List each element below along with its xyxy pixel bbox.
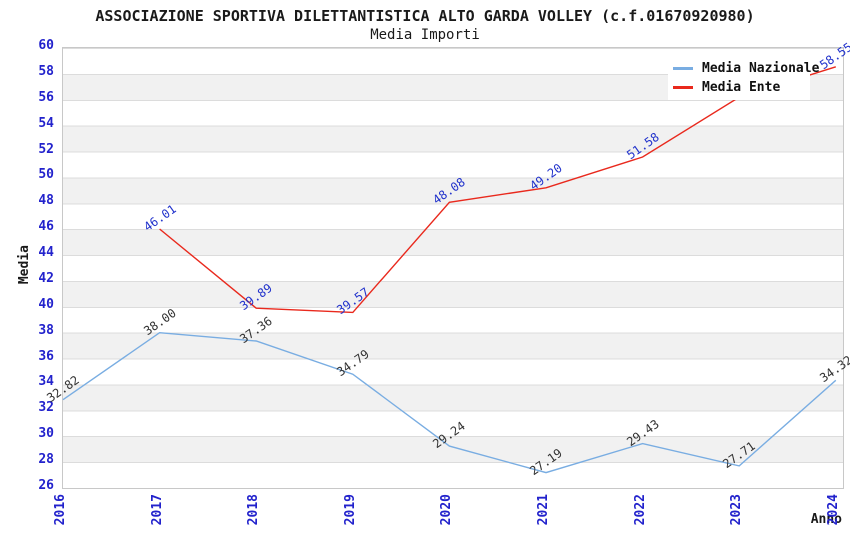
legend: Media Nazionale Media Ente: [668, 56, 819, 100]
x-tick-label: 2020: [439, 494, 455, 526]
y-tick-label: 32: [38, 400, 54, 416]
x-tick-label: 2016: [53, 494, 68, 526]
y-tick-label: 38: [38, 322, 54, 338]
y-tick-label: 48: [38, 193, 54, 209]
y-tick-label: 50: [38, 167, 54, 183]
chart-subtitle: Media Importi: [370, 27, 480, 43]
x-tick-label: 2021: [536, 494, 551, 526]
legend-item: Media Nazionale: [668, 59, 819, 78]
legend-line-swatch: [673, 86, 693, 89]
x-tick-label: 2023: [729, 494, 745, 526]
x-tick-label: 2017: [149, 494, 165, 526]
x-axis-title: Anno: [810, 512, 842, 527]
y-tick-label: 42: [38, 270, 54, 286]
legend-label: Media Ente: [702, 80, 781, 95]
x-tick-label: 2024: [825, 494, 841, 526]
x-tick-label: 2019: [342, 494, 358, 526]
y-tick-label: 56: [38, 89, 54, 105]
y-tick-label: 34: [38, 374, 54, 390]
y-tick-label: 52: [38, 141, 54, 157]
y-tick-label: 26: [38, 478, 54, 493]
plot-area: 32.82 38.00 37.36 34.79 29.24 27.19 29.43 27.71…: [44, 40, 850, 489]
line-chart: [62, 66, 837, 474]
y-tick-label: 60: [38, 38, 54, 53]
y-tick-label: 54: [38, 115, 54, 131]
legend-item: Media Ente: [668, 78, 810, 97]
legend-label: Media Nazionale: [702, 61, 820, 76]
y-tick-label: 30: [38, 426, 54, 442]
series-line-media-ente: [159, 66, 837, 314]
series-line-media-nazionale: [62, 331, 837, 474]
y-tick-label: 46: [38, 219, 54, 235]
y-tick-label: 44: [38, 245, 54, 261]
x-tick-label: 2022: [632, 494, 648, 526]
chart-title: ASSOCIAZIONE SPORTIVA DILETTANTISTICA AL…: [95, 7, 755, 25]
y-tick-label: 36: [38, 348, 54, 364]
y-tick-label: 28: [38, 452, 54, 468]
legend-line-swatch: [673, 67, 693, 70]
x-tick-label: 2018: [246, 494, 262, 526]
y-tick-label: 58: [38, 63, 54, 79]
y-tick-label: 40: [38, 296, 54, 312]
